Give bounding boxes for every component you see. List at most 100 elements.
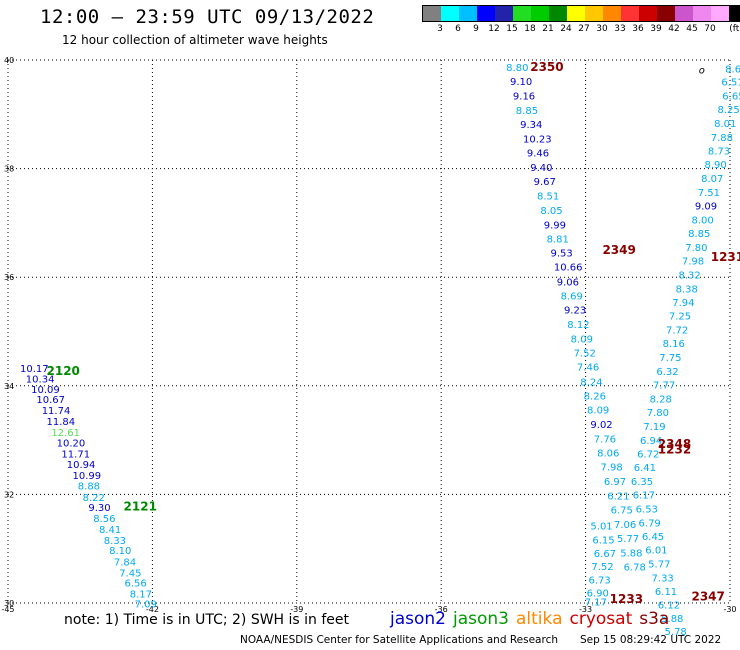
wave-height-value: 7.76 <box>594 434 616 445</box>
wave-height-value: 7.84 <box>114 558 136 569</box>
wave-height-value: 9.10 <box>510 77 532 88</box>
wave-height-value: 7.25 <box>669 312 691 323</box>
wave-height-value: 9.30 <box>88 503 110 514</box>
pass-time-label: 2121 <box>124 500 157 514</box>
wave-height-value: 7.09 <box>135 599 157 610</box>
wave-height-value: 10.99 <box>72 471 101 482</box>
wave-height-value: 8.80 <box>506 63 528 74</box>
wave-height-value: 7.75 <box>659 353 681 364</box>
wave-height-value: 9.23 <box>564 306 586 317</box>
wave-height-value: 6.45 <box>642 532 664 543</box>
wave-height-value: 8.41 <box>99 525 121 536</box>
wave-height-value: 8.56 <box>93 514 115 525</box>
map-grid <box>7 59 731 604</box>
legend-label: 9 <box>473 24 479 34</box>
wave-height-value: 6.97 <box>604 477 626 488</box>
legend-swatch <box>639 6 657 21</box>
wave-height-value: 9.46 <box>527 149 549 160</box>
footer-date: Sep 15 08:29:42 UTC 2022 <box>580 634 722 646</box>
y-tick-label: 36 <box>4 273 14 282</box>
wave-height-value: 8.51 <box>537 192 559 203</box>
wave-height-value: 6.21 <box>607 491 629 502</box>
footer-credit: NOAA/NESDIS Center for Satellite Applica… <box>240 634 558 646</box>
wave-height-value: 8.73 <box>708 146 730 157</box>
wave-height-value: 8.85 <box>516 106 538 117</box>
wave-height-value: 7.51 <box>698 188 720 199</box>
legend-swatch <box>585 6 603 21</box>
wave-height-value: 11.71 <box>61 449 90 460</box>
wave-height-value: 7.52 <box>574 348 596 359</box>
wave-height-value: 5.78 <box>665 627 687 638</box>
wave-height-value: 8.81 <box>547 234 569 245</box>
wave-height-value: 8.12 <box>567 320 589 331</box>
wave-height-value: 7.33 <box>652 573 674 584</box>
wave-height-value: 6.15 <box>592 535 614 546</box>
satellite-legend-item: s3a <box>639 609 670 629</box>
wave-height-value: 6.35 <box>631 477 653 488</box>
legend-swatch <box>423 6 441 21</box>
wave-height-value: 7.72 <box>666 326 688 337</box>
wave-height-value: 8.05 <box>540 206 562 217</box>
wave-height-value: 7.98 <box>682 257 704 268</box>
wave-height-value: 8.22 <box>83 493 105 504</box>
wave-height-value: 7.80 <box>685 243 707 254</box>
wave-height-value: 7.46 <box>577 363 599 374</box>
wave-height-value: 5.77 <box>648 560 670 571</box>
legend-label: 15 <box>506 24 518 34</box>
wave-height-value: 8.88 <box>78 482 100 493</box>
legend-swatch <box>711 6 729 21</box>
wave-height-value: 9.09 <box>695 201 717 212</box>
x-tick-label: -33 <box>579 605 592 614</box>
pass-time-label: 1233 <box>610 592 643 606</box>
legend-swatch <box>675 6 693 21</box>
legend-label: 27 <box>578 24 590 34</box>
wave-height-value: 6.12 <box>658 600 680 611</box>
legend-label: 3 <box>437 24 443 34</box>
wave-height-value: 8.00 <box>691 215 713 226</box>
wave-height-value: 8.17 <box>130 590 152 601</box>
wave-height-value: 6.73 <box>588 575 610 586</box>
legend-label: 39 <box>650 24 662 34</box>
wave-height-value: 6.17 <box>633 491 655 502</box>
wave-height-value: 6.72 <box>637 449 659 460</box>
wave-height-value: 10.34 <box>26 375 55 386</box>
pass-time-label: 2350 <box>530 60 563 74</box>
wave-height-value: 5.77 <box>617 534 639 545</box>
legend-label: 33 <box>614 24 626 34</box>
wave-height-value: 10.23 <box>523 135 552 146</box>
wave-height-value: 7.80 <box>647 408 669 419</box>
wave-height-value: 7.45 <box>119 568 141 579</box>
legend-label: 24 <box>560 24 572 34</box>
wave-height-value: 9.53 <box>550 249 572 260</box>
wave-height-value: 8.24 <box>580 377 602 388</box>
legend-label: 70 <box>704 24 716 34</box>
y-tick-label: 38 <box>4 165 14 174</box>
wave-height-value: 7.88 <box>711 133 733 144</box>
x-tick-label: -36 <box>435 605 448 614</box>
wave-height-value: 9.02 <box>590 420 612 431</box>
wave-height-value: 9.67 <box>534 177 556 188</box>
wave-height-value: 6.79 <box>639 518 661 529</box>
wave-height-value: 8.10 <box>109 546 131 557</box>
wave-height-value: 10.17 <box>20 364 49 375</box>
wave-height-value: 10.20 <box>57 439 86 450</box>
wave-height-value: 8.07 <box>701 174 723 185</box>
wave-height-value: 8.32 <box>678 270 700 281</box>
wave-height-value: 12.61 <box>51 428 80 439</box>
wave-height-value: 9.16 <box>513 92 535 103</box>
legend-swatch <box>657 6 675 21</box>
note-text: note: 1) Time is in UTC; 2) SWH is in fe… <box>64 612 350 628</box>
wave-height-value: 5.01 <box>590 522 612 533</box>
x-tick-label: -45 <box>1 605 14 614</box>
wave-height-value: 8.06 <box>597 448 619 459</box>
wave-height-value: 8.28 <box>650 395 672 406</box>
wave-height-value: 7.06 <box>614 520 636 531</box>
wave-height-value: 6.41 <box>634 463 656 474</box>
wave-height-value: 8.33 <box>104 536 126 547</box>
wave-height-value: 11.84 <box>47 417 76 428</box>
wave-height-value: 9.40 <box>530 163 552 174</box>
wave-height-value: 6.01 <box>645 546 667 557</box>
